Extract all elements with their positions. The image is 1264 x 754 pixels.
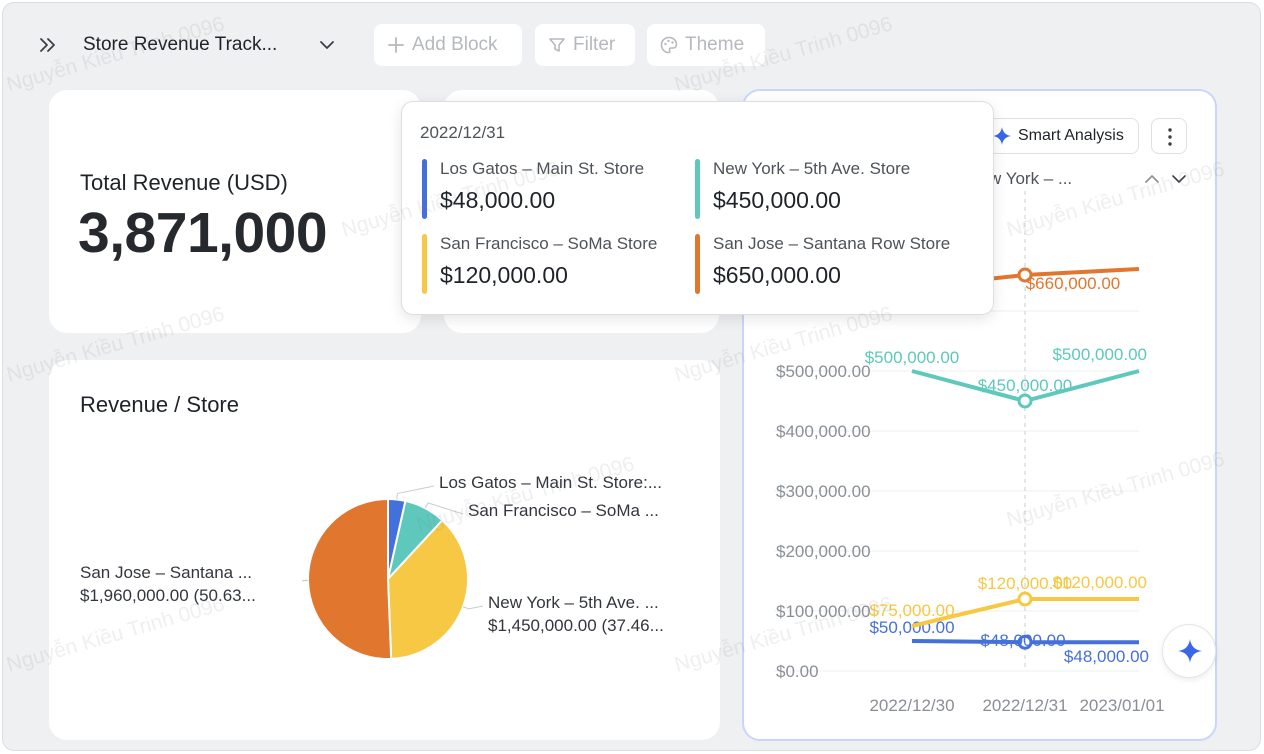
tooltip-series-value: $120,000.00 (440, 262, 568, 288)
total-revenue-card[interactable]: Total Revenue (USD) 3,871,000 (49, 90, 421, 333)
y-tick-label: $500,000.00 (776, 362, 871, 381)
data-label: $500,000.00 (865, 348, 960, 367)
tooltip-series-value: $48,000.00 (440, 187, 556, 213)
chart-tooltip: 2022/12/31 Los Gatos – Main St. Store $4… (401, 101, 994, 315)
line-chart: $0.00 $100,000.00 $200,000.00 $300,000.00 $4… (774, 191, 1165, 715)
series-point-marker[interactable] (1017, 267, 1033, 283)
pie-leader-line (301, 579, 309, 582)
pie-leader-line (424, 502, 464, 515)
plus-icon (388, 37, 404, 53)
data-label: $48,000.00 (1064, 647, 1149, 666)
metric-value: 3,871,000 (78, 201, 328, 265)
smart-analysis-label: Smart Analysis (1018, 127, 1124, 144)
pie-leader-line (462, 605, 484, 610)
tooltip-series-value: $650,000.00 (713, 262, 841, 288)
revenue-per-store-card[interactable]: Revenue / Store Los Gatos – Main St. Sto… (49, 360, 720, 740)
add-block-label: Add Block (412, 34, 498, 55)
metric-label: Total Revenue (USD) (80, 170, 288, 195)
y-tick-label: $400,000.00 (776, 422, 871, 441)
tooltip-series-name: San Francisco – SoMa Store (440, 234, 658, 253)
pie-value-label: $1,450,000.00 (37.46... (488, 616, 664, 635)
y-tick-label: $300,000.00 (776, 482, 871, 501)
series-point-marker[interactable] (1017, 634, 1033, 650)
data-label: $75,000.00 (869, 601, 954, 620)
palette-icon (660, 36, 678, 54)
data-label: $48,000.00 (980, 631, 1065, 650)
data-label: $660,000.00 (1026, 274, 1121, 293)
chevron-up-icon (1145, 174, 1159, 183)
tooltip-item: San Jose – Santana Row Store $650,000.00 (695, 234, 975, 296)
sparkle-icon (1178, 639, 1202, 663)
pie-value-label: $1,960,000.00 (50.63... (80, 586, 256, 605)
series-color-swatch (422, 159, 427, 219)
series-color-swatch (695, 159, 700, 219)
add-block-button[interactable]: Add Block (374, 24, 522, 66)
series-point-marker[interactable] (1017, 591, 1033, 607)
filter-button[interactable]: Filter (535, 24, 635, 66)
pie-slice[interactable] (307, 497, 393, 660)
tooltip-series-name: San Jose – Santana Row Store (713, 234, 951, 253)
tooltip-series-name: Los Gatos – Main St. Store (440, 159, 645, 178)
chevron-down-icon[interactable] (317, 37, 337, 53)
ai-assistant-button[interactable] (1162, 624, 1216, 678)
pie-slice[interactable] (386, 518, 469, 660)
x-tick-label: 2023/01/01 (1079, 696, 1164, 715)
smart-analysis-button[interactable]: Smart Analysis (985, 118, 1139, 154)
pie-label: Los Gatos – Main St. Store:... (439, 473, 662, 492)
data-label: $450,000.00 (978, 376, 1073, 395)
legend-item-partial[interactable]: w York – ... (989, 169, 1073, 188)
pie-label: New York – 5th Ave. ... (488, 593, 659, 612)
y-tick-label: $200,000.00 (776, 542, 871, 561)
more-vertical-icon (1168, 128, 1172, 146)
series-color-swatch (695, 234, 700, 294)
filter-icon (549, 38, 565, 52)
tooltip-item: New York – 5th Ave. Store $450,000.00 (695, 159, 975, 221)
tooltip-series-value: $450,000.00 (713, 187, 841, 213)
x-tick-label: 2022/12/30 (869, 696, 954, 715)
theme-button[interactable]: Theme (647, 24, 765, 66)
tooltip-series-name: New York – 5th Ave. Store (713, 159, 911, 178)
tooltip-item: Los Gatos – Main St. Store $48,000.00 (422, 159, 702, 221)
data-label: $120,000.00 (978, 574, 1073, 593)
series-color-swatch (422, 234, 427, 294)
pie-leader-line (396, 485, 435, 500)
y-tick-label: $100,000.00 (776, 602, 871, 621)
pie-label: San Jose – Santana ... (80, 563, 252, 582)
x-tick-label: 2022/12/31 (982, 696, 1067, 715)
expand-sidebar-icon[interactable] (37, 35, 61, 55)
more-options-button[interactable] (1151, 118, 1187, 154)
dashboard-title[interactable]: Store Revenue Track... (83, 34, 278, 55)
sparkle-icon (993, 127, 1011, 145)
data-label: $500,000.00 (1052, 345, 1147, 364)
theme-label: Theme (685, 34, 745, 55)
pie-chart: Los Gatos – Main St. Store:... San Franci… (80, 473, 664, 660)
filter-label: Filter (573, 34, 616, 55)
data-label: $120,000.00 (1052, 573, 1147, 592)
series-point-marker[interactable] (1017, 393, 1033, 409)
tooltip-date: 2022/12/31 (420, 123, 506, 142)
y-tick-label: $0.00 (776, 662, 819, 681)
legend-pager[interactable] (1139, 171, 1189, 187)
toolbar: Store Revenue Track... Add Block Filter … (3, 23, 1260, 67)
pie-label: San Francisco – SoMa ... (468, 501, 659, 520)
tooltip-item: San Francisco – SoMa Store $120,000.00 (422, 234, 702, 296)
chevron-down-icon (1172, 175, 1186, 184)
pie-chart-title: Revenue / Store (80, 392, 239, 417)
